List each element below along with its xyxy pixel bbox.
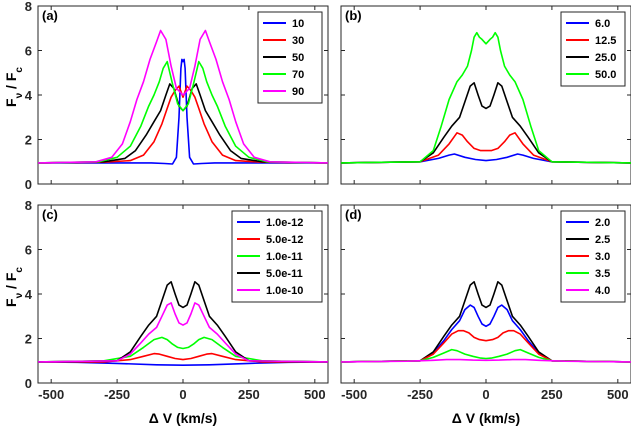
series-line-b-0 bbox=[341, 153, 631, 164]
legend-label-a: 50 bbox=[292, 52, 304, 64]
y-tick-label-c: 0 bbox=[25, 376, 32, 391]
x-tick-label-d: -250 bbox=[407, 387, 433, 402]
x-axis-label-left: Δ V (km/s) bbox=[149, 410, 217, 426]
x-tick-label-c: -250 bbox=[104, 387, 130, 402]
y-tick-label-a: 4 bbox=[25, 88, 33, 103]
series-line-c-4 bbox=[38, 302, 328, 363]
x-tick-label-d: -500 bbox=[341, 387, 367, 402]
legend-label-b: 50.0 bbox=[595, 69, 616, 81]
series-line-b-1 bbox=[341, 132, 631, 164]
legend-label-a: 90 bbox=[292, 86, 304, 98]
y-tick-label-c: 2 bbox=[25, 332, 32, 347]
legend-label-d: 3.0 bbox=[595, 251, 610, 263]
y-tick-label-a: 6 bbox=[25, 44, 32, 59]
panel-label-a: (a) bbox=[42, 8, 58, 23]
panel-label-c: (c) bbox=[42, 207, 58, 222]
panel-label-d: (d) bbox=[345, 207, 362, 222]
legend-label-c: 5.0e-12 bbox=[266, 234, 303, 246]
legend-a: 10 30 50 70 90 bbox=[257, 11, 323, 104]
legend-label-a: 30 bbox=[292, 35, 304, 47]
series-line-c-3 bbox=[38, 281, 328, 363]
panel-b: (b) 6.0 12.5 25.0 50.0 bbox=[340, 5, 631, 185]
series-line-c-2 bbox=[38, 336, 328, 363]
series-line-b-2 bbox=[341, 82, 631, 164]
x-tick-label-c: 250 bbox=[238, 387, 260, 402]
legend-box-b bbox=[560, 11, 626, 87]
x-tick-label-d: 500 bbox=[607, 387, 629, 402]
series-line-b-3 bbox=[341, 31, 631, 164]
legend-label-d: 2.5 bbox=[595, 234, 610, 246]
legend-label-d: 3.5 bbox=[595, 268, 610, 280]
series-line-d-3 bbox=[341, 348, 631, 363]
legend-label-d: 2.0 bbox=[595, 217, 610, 229]
legend-label-c: 1.0e-11 bbox=[266, 251, 303, 263]
x-tick-label-c: -500 bbox=[38, 387, 64, 402]
series-line-a-4 bbox=[38, 29, 328, 164]
x-tick-label-d: 0 bbox=[482, 387, 489, 402]
legend-label-d: 4.0 bbox=[595, 285, 610, 297]
y-axis-label-bottom: Fν / Fc bbox=[3, 267, 25, 307]
legend-label-b: 12.5 bbox=[595, 35, 616, 47]
x-tick-label-d: 250 bbox=[541, 387, 563, 402]
legend-label-c: 5.0e-11 bbox=[266, 268, 303, 280]
y-tick-label-c: 8 bbox=[25, 198, 32, 213]
y-tick-label-a: 0 bbox=[25, 177, 32, 192]
x-tick-label-c: 0 bbox=[179, 387, 186, 402]
legend-label-c: 1.0e-12 bbox=[266, 217, 303, 229]
legend-label-a: 10 bbox=[292, 18, 304, 30]
legend-c: 1.0e-12 5.0e-12 1.0e-11 5.0e-11 1.0e-10 bbox=[231, 210, 323, 303]
panel-label-b: (b) bbox=[345, 8, 362, 23]
series-line-a-3 bbox=[38, 60, 328, 164]
series-line-d-0 bbox=[341, 304, 631, 363]
series-line-c-1 bbox=[38, 352, 328, 363]
legend-d: 2.0 2.5 3.0 3.5 4.0 bbox=[560, 210, 626, 303]
legend-label-b: 25.0 bbox=[595, 52, 616, 64]
legend-b: 6.0 12.5 25.0 50.0 bbox=[560, 11, 626, 87]
series-line-d-1 bbox=[341, 281, 631, 363]
y-tick-label-a: 2 bbox=[25, 133, 32, 148]
series-line-d-2 bbox=[341, 329, 631, 363]
series-line-d-4 bbox=[341, 358, 631, 363]
series-line-a-0 bbox=[38, 58, 328, 165]
legend-label-c: 1.0e-10 bbox=[266, 285, 303, 297]
series-line-a-1 bbox=[38, 85, 328, 164]
legend-label-b: 6.0 bbox=[595, 18, 610, 30]
legend-label-a: 70 bbox=[292, 69, 304, 81]
x-tick-label-c: 500 bbox=[304, 387, 326, 402]
y-tick-label-c: 4 bbox=[25, 287, 33, 302]
panel-a: 0 2 4 6 8 (a) 10 30 50 70 90 bbox=[25, 0, 329, 192]
x-axis-label-right: Δ V (km/s) bbox=[452, 410, 520, 426]
panel-c: -500 -250 0 250 50002468(c)1.0e-125.0e-121.0… bbox=[25, 198, 329, 402]
panel-d: -500 -250 0 250 500 (d) 2.0 2.5 3.0 3.5 4.0 bbox=[340, 204, 631, 402]
y-axis-label-top: Fν / Fc bbox=[3, 67, 25, 107]
y-tick-label-c: 6 bbox=[25, 243, 32, 258]
y-tick-label-a: 8 bbox=[25, 0, 32, 14]
